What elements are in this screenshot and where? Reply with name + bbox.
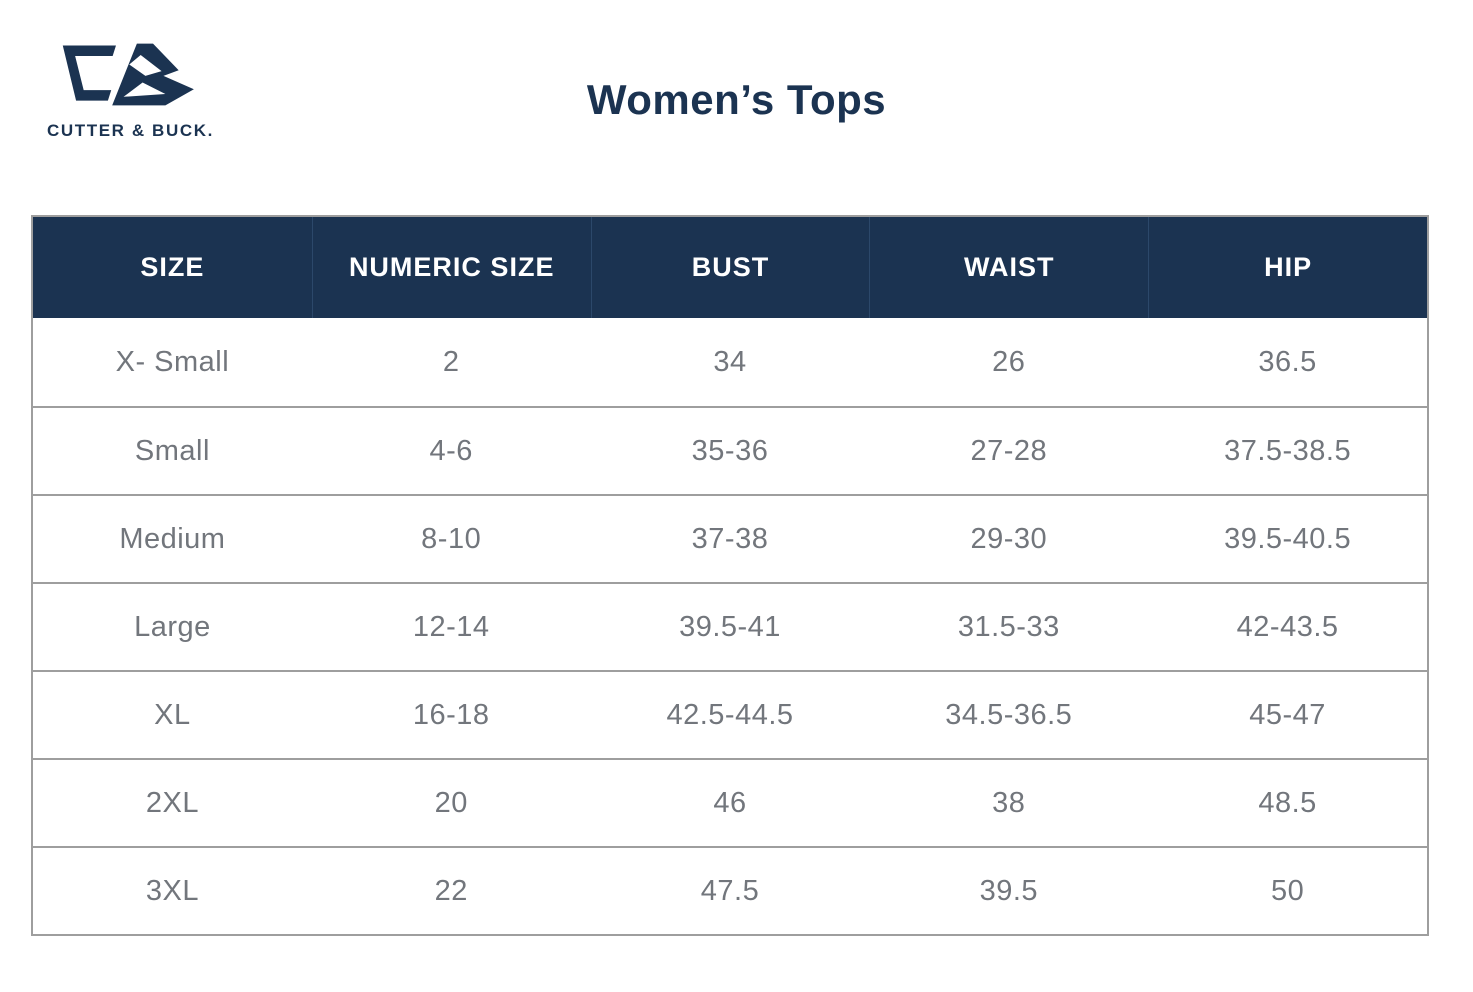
cell-numeric-size: 8-10 [421, 522, 482, 555]
table-row-xl: XL 16-18 42.5-44.5 34.5-36.5 45-47 [33, 670, 1427, 758]
cell-numeric-size: 16-18 [412, 698, 490, 731]
cell-bust: 37-38 [691, 522, 769, 555]
cell-waist: 29-30 [970, 522, 1048, 555]
cell-waist: 27-28 [970, 434, 1048, 467]
cell-hip: 45-47 [1249, 698, 1326, 731]
cell-waist: 38 [992, 786, 1026, 819]
column-header-numeric-size: NUMERIC SIZE [311, 217, 591, 318]
size-chart-table: SIZE NUMERIC SIZE BUST WAIST HIP X- Smal… [31, 215, 1429, 936]
table-row-medium: Medium 8-10 37-38 29-30 39.5-40.5 [33, 494, 1427, 582]
cell-bust: 42.5-44.5 [666, 698, 794, 731]
column-header-hip: HIP [1148, 217, 1427, 318]
column-header-bust: BUST [590, 217, 870, 318]
cell-bust: 47.5 [700, 874, 760, 907]
cell-numeric-size: 20 [434, 786, 468, 819]
cell-numeric-size: 4-6 [429, 434, 473, 467]
cutter-buck-cb-monogram-icon [62, 43, 194, 106]
cell-size: Large [134, 610, 211, 643]
cell-waist: 26 [992, 345, 1026, 378]
cell-size: XL [154, 698, 191, 731]
cell-bust: 39.5-41 [679, 610, 781, 643]
table-row-3xl: 3XL 22 47.5 39.5 50 [33, 846, 1427, 934]
column-header-waist: WAIST [869, 217, 1148, 318]
cell-size: Medium [119, 522, 226, 555]
cell-waist: 34.5-36.5 [945, 698, 1073, 731]
cell-hip: 50 [1270, 874, 1305, 907]
cell-numeric-size: 12-14 [412, 610, 490, 643]
brand-block: CUTTER & BUCK. [47, 36, 257, 141]
column-header-size: SIZE [140, 252, 205, 282]
table-header-row: SIZE NUMERIC SIZE BUST WAIST HIP [33, 217, 1427, 318]
cell-bust: 34 [713, 345, 747, 378]
cell-waist: 39.5 [979, 874, 1039, 907]
cell-hip: 37.5-38.5 [1224, 434, 1352, 467]
cell-bust: 35-36 [691, 434, 769, 467]
cell-hip: 48.5 [1258, 786, 1317, 819]
table-row-2xl: 2XL 20 46 38 48.5 [33, 758, 1427, 846]
cell-hip: 42-43.5 [1236, 610, 1339, 643]
table-row-small: Small 4-6 35-36 27-28 37.5-38.5 [33, 406, 1427, 494]
cell-waist: 31.5-33 [957, 610, 1060, 643]
cell-hip: 39.5-40.5 [1224, 522, 1352, 555]
cell-size: Small [134, 434, 210, 467]
cell-size: 3XL [145, 874, 199, 907]
cell-bust: 46 [713, 786, 747, 819]
table-row-large: Large 12-14 39.5-41 31.5-33 42-43.5 [33, 582, 1427, 670]
cell-numeric-size: 2 [442, 345, 460, 378]
table-row-x-small: X- Small 2 34 26 36.5 [33, 318, 1427, 406]
cell-size: X- Small [115, 345, 230, 378]
cell-size: 2XL [145, 786, 199, 819]
brand-wordmark: CUTTER & BUCK. [47, 121, 214, 140]
cell-hip: 36.5 [1258, 345, 1317, 378]
cell-numeric-size: 22 [434, 874, 468, 907]
page-title: Women’s Tops [586, 76, 887, 123]
